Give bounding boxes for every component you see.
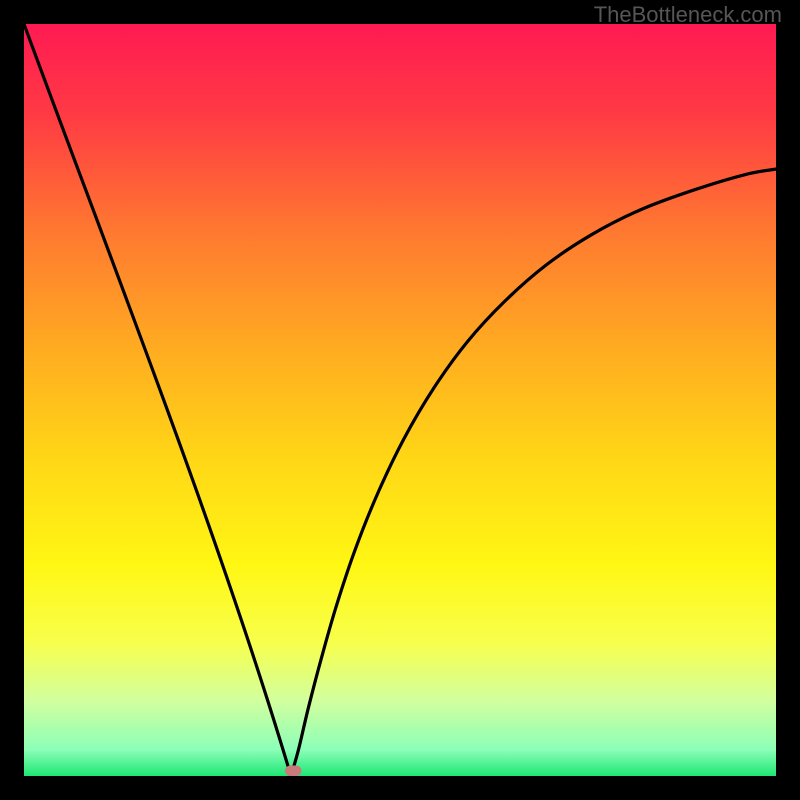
chart-frame: TheBottleneck.com <box>0 0 800 800</box>
optimum-marker <box>285 765 302 776</box>
chart-background <box>24 24 776 776</box>
plot-area <box>24 24 776 776</box>
chart-svg <box>24 24 776 776</box>
watermark-label: TheBottleneck.com <box>594 2 782 28</box>
